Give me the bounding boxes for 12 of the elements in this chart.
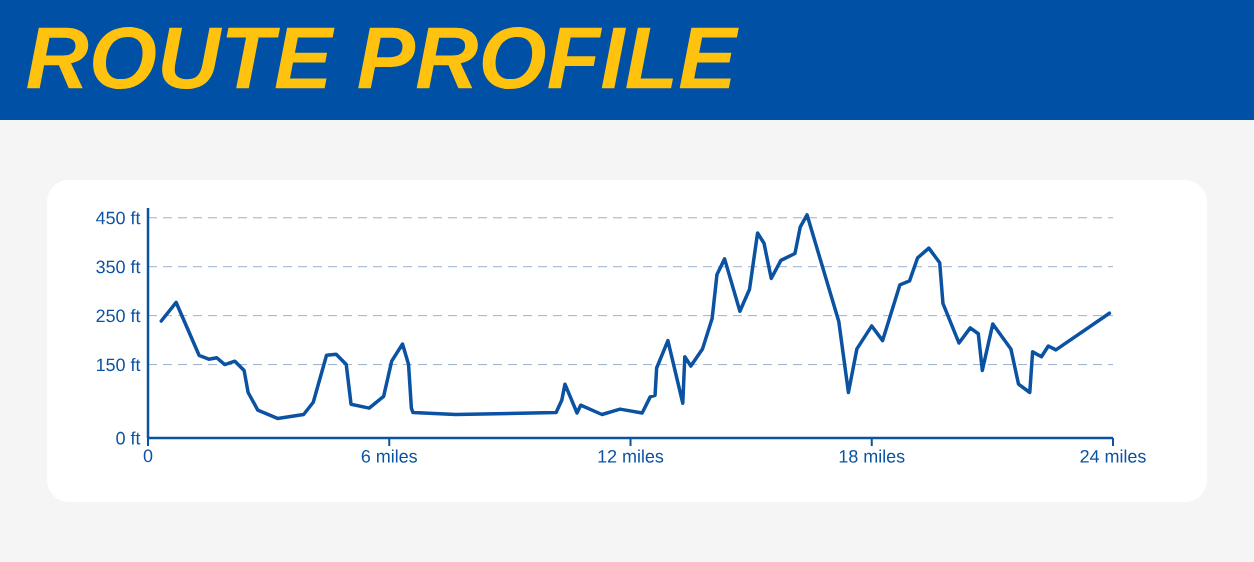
x-tick-label: 18 miles bbox=[839, 449, 905, 463]
line-series bbox=[159, 213, 1112, 421]
y-tick-label: 150 ft bbox=[96, 358, 141, 372]
y-tick-label: 350 ft bbox=[96, 260, 141, 274]
x-tick-label: 0 bbox=[143, 449, 153, 463]
chart-title: ROUTE PROFILE bbox=[27, 26, 739, 90]
y-tick-label: 250 ft bbox=[96, 309, 141, 323]
x-tick-label: 24 miles bbox=[1080, 449, 1146, 463]
y-tick-label: 450 ft bbox=[96, 211, 141, 225]
y-tick-label: 0 ft bbox=[116, 431, 141, 445]
x-tick-label: 6 miles bbox=[361, 449, 417, 463]
x-tick-label: 12 miles bbox=[598, 449, 664, 463]
